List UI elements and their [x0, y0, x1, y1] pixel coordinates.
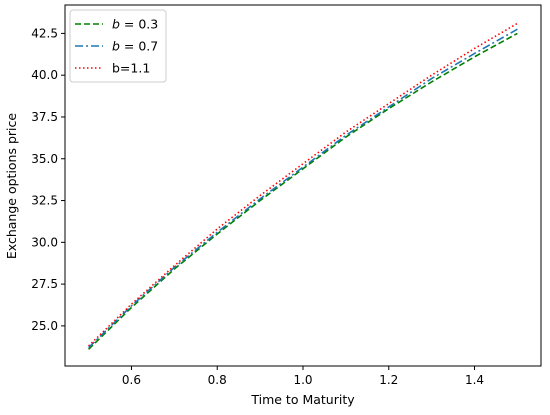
series-line-1 [88, 32, 518, 350]
legend-label-1: b = 0.3 [112, 17, 158, 32]
y-tick-label: 27.5 [31, 277, 58, 291]
y-tick-label: 30.0 [31, 235, 58, 249]
y-tick-label: 32.5 [31, 194, 58, 208]
series-line-2 [88, 28, 518, 349]
y-axis-ticks: 25.0 27.5 30.0 32.5 35.0 37.5 40.0 42.5 [31, 26, 65, 333]
y-axis-label: Exchange options price [4, 113, 19, 259]
legend-box [69, 9, 167, 83]
legend: b = 0.3 b = 0.7 b=1.1 [69, 9, 167, 83]
x-tick-label: 1.0 [293, 373, 312, 387]
x-tick-label: 0.8 [208, 373, 227, 387]
series-lines [88, 22, 518, 350]
y-tick-label: 37.5 [31, 110, 58, 124]
y-tick-label: 40.0 [31, 68, 58, 82]
x-tick-label: 1.4 [465, 373, 484, 387]
y-tick-label: 25.0 [31, 319, 58, 333]
x-tick-label: 1.2 [379, 373, 398, 387]
x-axis-label: Time to Maturity [250, 392, 355, 407]
legend-label-2: b = 0.7 [112, 39, 158, 54]
y-tick-label: 42.5 [31, 26, 58, 40]
y-tick-label: 35.0 [31, 152, 58, 166]
legend-label-3: b=1.1 [112, 61, 150, 76]
x-tick-label: 0.6 [122, 373, 141, 387]
x-axis-ticks: 0.6 0.8 1.0 1.2 1.4 [122, 366, 484, 387]
